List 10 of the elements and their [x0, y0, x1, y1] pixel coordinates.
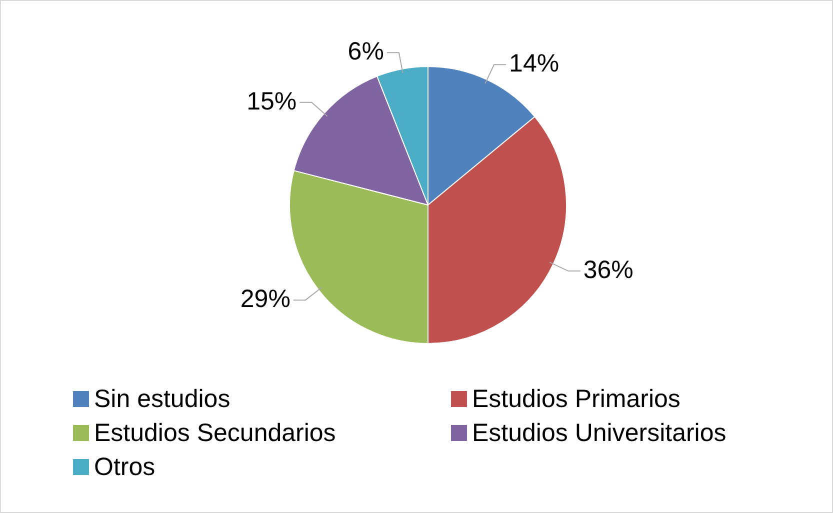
legend-label: Estudios Universitarios [472, 418, 726, 448]
legend-label: Otros [94, 452, 156, 482]
legend-label: Estudios Secundarios [94, 418, 336, 448]
data-label: 36% [583, 256, 634, 284]
legend-label: Sin estudios [94, 384, 230, 414]
data-label: 15% [246, 87, 297, 116]
data-label: 14% [509, 50, 560, 78]
data-label: 6% [348, 38, 384, 66]
data-label: 29% [240, 284, 290, 313]
legend-label: Estudios Primarios [472, 384, 680, 414]
